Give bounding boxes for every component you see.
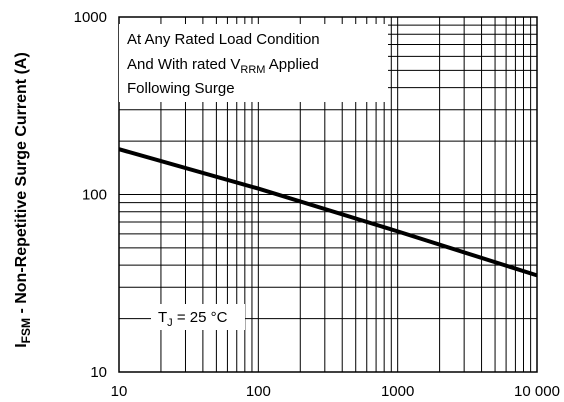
x-tick-label: 1000 [381,383,414,400]
y-tick-label: 1000 [74,9,107,26]
condition-line-1: At Any Rated Load Condition [127,31,320,48]
condition-line-2: And With rated VRRM Applied [127,56,319,76]
x-tick-label: 10 [111,383,128,400]
series-line [118,147,538,278]
tj-note: TJ = 25 °C [158,309,228,329]
plot-frame [118,16,538,373]
x-tick-labels: 10 100 1000 10 000 [111,383,560,400]
y-tick-labels: 10 100 1000 [74,9,107,381]
y-tick-label: 100 [82,187,107,204]
condition-line-3: Following Surge [127,80,235,97]
x-tick-label: 10 000 [514,383,560,400]
y-axis-label: IFSM - Non-Repetitive Surge Current (A) [13,52,33,348]
tj-note-box [151,304,245,330]
x-tick-label: 100 [246,383,271,400]
condition-note-box [119,24,388,102]
y-tick-label: 10 [90,364,107,381]
